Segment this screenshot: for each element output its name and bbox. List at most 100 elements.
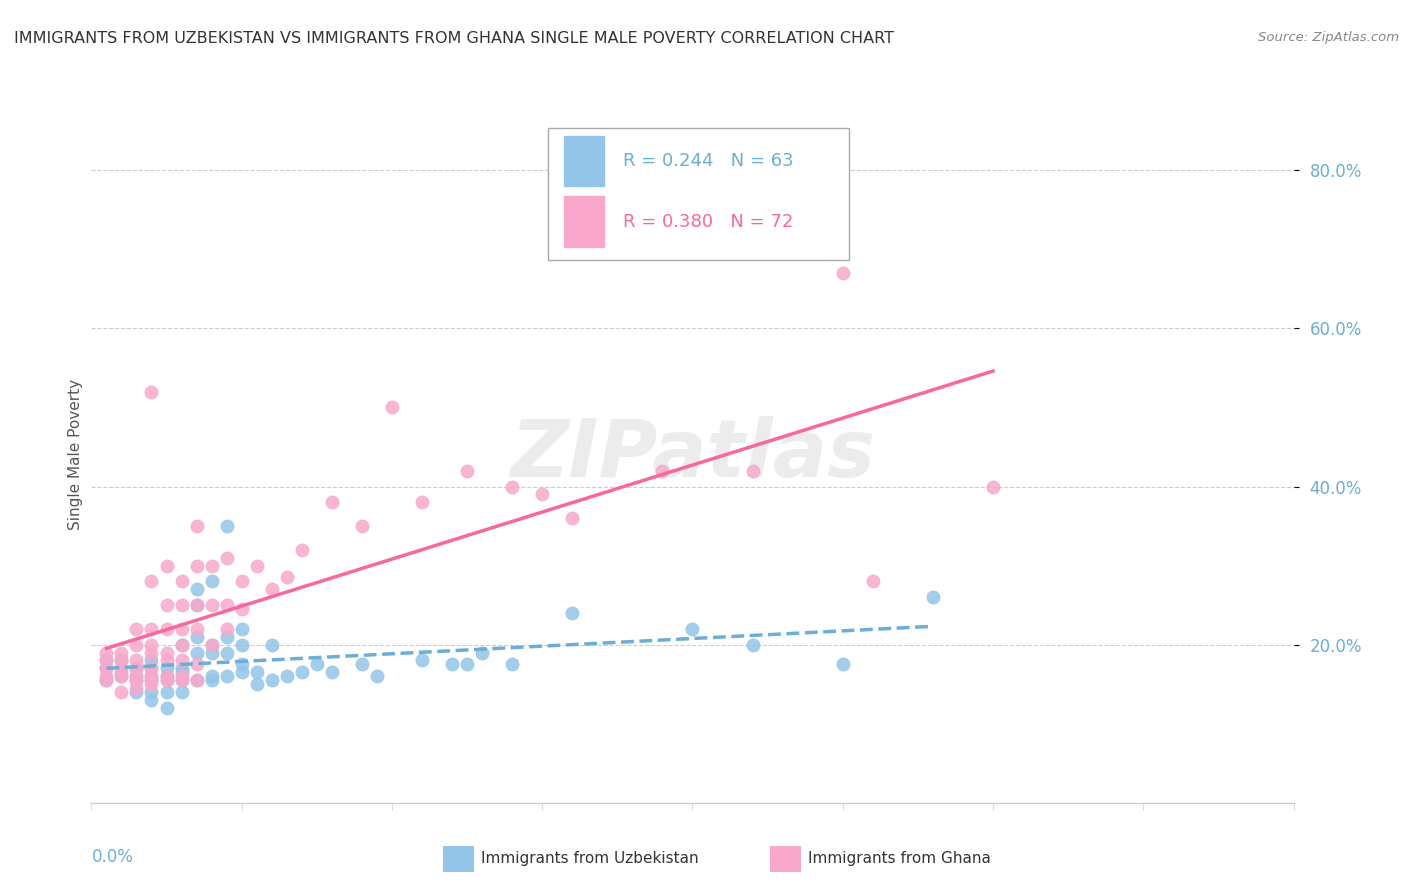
Point xyxy=(110,665,132,680)
Point xyxy=(862,574,884,589)
Text: IMMIGRANTS FROM UZBEKISTAN VS IMMIGRANTS FROM GHANA SINGLE MALE POVERTY CORRELAT: IMMIGRANTS FROM UZBEKISTAN VS IMMIGRANTS… xyxy=(14,31,894,46)
Text: ZIPatlas: ZIPatlas xyxy=(510,416,875,494)
Point xyxy=(231,638,253,652)
Point xyxy=(141,661,163,675)
Point xyxy=(440,657,463,672)
Point xyxy=(141,653,163,667)
Point xyxy=(291,665,314,680)
Point xyxy=(501,657,523,672)
Point xyxy=(155,646,177,660)
Point xyxy=(350,657,373,672)
Point xyxy=(231,602,253,616)
Point xyxy=(155,669,177,683)
Point xyxy=(201,598,224,612)
Point xyxy=(186,646,208,660)
Point xyxy=(155,622,177,636)
Point xyxy=(231,574,253,589)
Point xyxy=(186,598,208,612)
Point xyxy=(201,574,224,589)
Point xyxy=(110,661,132,675)
Point xyxy=(141,661,163,675)
Point xyxy=(141,669,163,683)
Point xyxy=(125,622,148,636)
Point xyxy=(531,487,554,501)
Point xyxy=(681,622,703,636)
Point xyxy=(981,479,1004,493)
Text: R = 0.380   N = 72: R = 0.380 N = 72 xyxy=(623,213,793,231)
Point xyxy=(201,646,224,660)
Point xyxy=(170,574,193,589)
Point xyxy=(125,685,148,699)
Point xyxy=(651,464,673,478)
Point xyxy=(215,669,238,683)
Point xyxy=(561,511,583,525)
Point xyxy=(305,657,328,672)
Point xyxy=(141,622,163,636)
Point xyxy=(170,638,193,652)
Point xyxy=(155,661,177,675)
Point xyxy=(741,638,763,652)
Point xyxy=(155,653,177,667)
Point xyxy=(831,266,853,280)
Point xyxy=(260,638,283,652)
Point xyxy=(141,677,163,691)
Point xyxy=(231,657,253,672)
FancyBboxPatch shape xyxy=(562,135,605,187)
Point xyxy=(246,677,269,691)
Text: Immigrants from Uzbekistan: Immigrants from Uzbekistan xyxy=(481,852,699,866)
Point xyxy=(141,574,163,589)
Point xyxy=(186,630,208,644)
Point xyxy=(260,582,283,597)
Point xyxy=(170,653,193,667)
Point xyxy=(141,673,163,688)
Point xyxy=(215,646,238,660)
Point xyxy=(215,630,238,644)
Point xyxy=(96,661,118,675)
Point xyxy=(186,519,208,533)
Point xyxy=(125,669,148,683)
Point xyxy=(125,673,148,688)
Point xyxy=(155,669,177,683)
Point xyxy=(110,646,132,660)
Text: R = 0.244   N = 63: R = 0.244 N = 63 xyxy=(623,152,793,169)
Point xyxy=(471,646,494,660)
FancyBboxPatch shape xyxy=(562,195,605,248)
Point xyxy=(831,657,853,672)
Point xyxy=(366,669,388,683)
Point xyxy=(110,685,132,699)
Point xyxy=(141,384,163,399)
Point xyxy=(215,598,238,612)
Point xyxy=(125,653,148,667)
Point xyxy=(186,582,208,597)
Point xyxy=(141,685,163,699)
Point xyxy=(186,673,208,688)
Point xyxy=(246,665,269,680)
Point xyxy=(321,495,343,509)
Point xyxy=(456,657,478,672)
Point xyxy=(411,653,433,667)
Y-axis label: Single Male Poverty: Single Male Poverty xyxy=(67,379,83,531)
Point xyxy=(155,685,177,699)
Point xyxy=(141,673,163,688)
Point xyxy=(186,558,208,573)
Text: 0.0%: 0.0% xyxy=(91,848,134,866)
Point xyxy=(155,673,177,688)
Point xyxy=(246,558,269,573)
Point xyxy=(170,598,193,612)
Text: Immigrants from Ghana: Immigrants from Ghana xyxy=(808,852,991,866)
Point xyxy=(96,653,118,667)
Point xyxy=(96,653,118,667)
Point xyxy=(110,669,132,683)
Point xyxy=(170,685,193,699)
Point xyxy=(125,681,148,695)
Point xyxy=(96,661,118,675)
Point xyxy=(276,669,298,683)
Point xyxy=(291,542,314,557)
Point xyxy=(201,558,224,573)
Point xyxy=(170,638,193,652)
Point xyxy=(170,661,193,675)
Point xyxy=(125,669,148,683)
Point xyxy=(170,673,193,688)
Point xyxy=(231,622,253,636)
Point xyxy=(170,622,193,636)
